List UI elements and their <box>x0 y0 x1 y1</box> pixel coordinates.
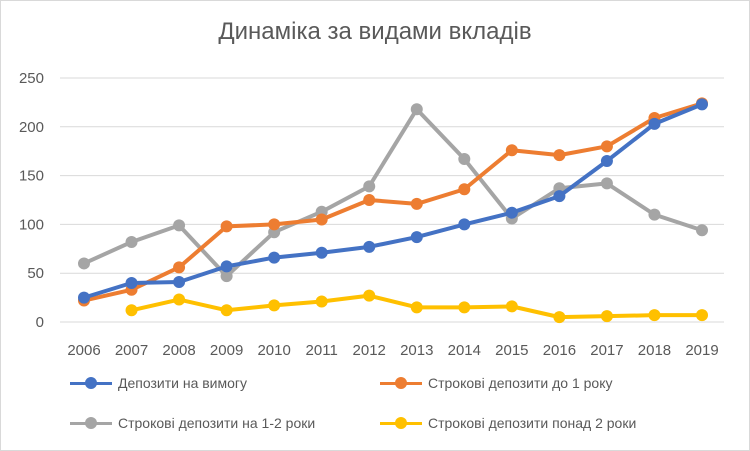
data-point-s2-2016 <box>553 149 566 162</box>
legend-swatch-icon <box>70 376 112 390</box>
legend-label: Строкові депозити понад 2 роки <box>428 415 637 431</box>
data-point-s3-2014 <box>458 153 471 166</box>
x-tick-label-2009: 2009 <box>210 342 243 359</box>
data-point-s1-2014 <box>458 218 471 231</box>
series-line-3 <box>82 107 704 279</box>
data-point-s3-2007 <box>125 235 138 248</box>
y-axis-tick-labels: 0 50 100 150 200 250 <box>19 70 44 331</box>
data-point-s1-2018 <box>648 117 661 130</box>
data-point-s4-2007 <box>125 304 138 317</box>
data-point-s4-2012 <box>363 289 376 302</box>
data-point-s1-2017 <box>600 154 613 167</box>
x-tick-label-2017: 2017 <box>590 342 623 359</box>
series-3 <box>78 103 708 283</box>
data-point-s4-2016 <box>553 311 566 324</box>
data-point-s3-2013 <box>410 103 423 116</box>
data-point-s1-2012 <box>363 240 376 253</box>
x-tick-label-2016: 2016 <box>543 342 576 359</box>
legend-item-term-deposits-1-2-years: Строкові депозити на 1-2 роки <box>70 412 315 434</box>
x-axis-tick-labels: 2006 2007 2008 2009 2010 2011 2012 2013 2014 2015… <box>67 342 718 359</box>
data-point-s1-2015 <box>505 206 518 219</box>
legend-swatch-icon <box>380 416 422 430</box>
data-point-s2-2009 <box>220 220 233 233</box>
x-tick-label-2018: 2018 <box>638 342 671 359</box>
legend-swatch-icon <box>380 376 422 390</box>
data-point-s1-2007 <box>125 276 138 289</box>
data-point-s4-2013 <box>410 301 423 314</box>
series-line-1 <box>82 102 704 300</box>
series-lines <box>78 97 708 324</box>
legend-item-term-deposits-under-1-year: Строкові депозити до 1 року <box>380 372 613 394</box>
y-tick-label-100: 100 <box>19 216 44 233</box>
y-tick-label-0: 0 <box>36 314 44 331</box>
data-point-s2-2015 <box>505 144 518 157</box>
data-point-s2-2008 <box>173 261 186 274</box>
data-point-s2-2013 <box>410 197 423 210</box>
x-tick-label-2013: 2013 <box>400 342 433 359</box>
data-point-s4-2014 <box>458 301 471 314</box>
data-point-s2-2017 <box>600 140 613 153</box>
data-point-s1-2010 <box>268 251 281 264</box>
data-point-s2-2012 <box>363 194 376 206</box>
chart-title: Динаміка за видами вкладів <box>218 18 532 45</box>
data-point-s4-2009 <box>220 304 233 317</box>
x-tick-label-2019: 2019 <box>685 342 718 359</box>
y-tick-label-50: 50 <box>27 265 44 282</box>
series-line-2 <box>82 101 704 303</box>
x-tick-label-2012: 2012 <box>353 342 386 359</box>
data-point-s4-2018 <box>648 309 661 322</box>
data-point-s2-2010 <box>268 218 281 231</box>
legend-label: Депозити на вимогу <box>118 375 248 391</box>
data-point-s4-2008 <box>173 293 186 306</box>
data-point-s3-2018 <box>648 208 661 221</box>
series-4 <box>125 289 708 324</box>
data-point-s3-2017 <box>600 177 613 190</box>
legend-label: Строкові депозити на 1-2 роки <box>118 415 316 431</box>
data-point-s2-2014 <box>458 183 471 196</box>
data-point-s3-2012 <box>363 180 376 193</box>
data-point-s4-2017 <box>600 310 613 323</box>
x-tick-label-2011: 2011 <box>306 342 338 359</box>
x-tick-label-2006: 2006 <box>67 342 100 359</box>
data-point-s1-2008 <box>173 275 186 288</box>
data-point-s3-2008 <box>173 219 186 232</box>
y-tick-label-150: 150 <box>19 168 44 185</box>
x-tick-label-2007: 2007 <box>115 342 148 359</box>
series-1 <box>78 98 708 304</box>
data-point-s1-2013 <box>410 231 423 244</box>
legend-item-term-deposits-over-2-years: Строкові депозити понад 2 роки <box>380 412 636 434</box>
data-point-s1-2019 <box>696 98 708 111</box>
data-point-s4-2019 <box>696 309 708 322</box>
legend-item-demand-deposits: Депозити на вимогу <box>70 372 247 394</box>
y-tick-label-250: 250 <box>19 70 44 87</box>
x-tick-label-2008: 2008 <box>162 342 195 359</box>
data-point-s1-2016 <box>553 190 566 203</box>
series-2 <box>78 97 708 307</box>
data-point-s3-2006 <box>78 257 90 270</box>
data-point-s2-2011 <box>315 213 328 226</box>
legend-label: Строкові депозити до 1 року <box>428 375 613 391</box>
y-tick-label-200: 200 <box>19 119 44 136</box>
data-point-s1-2006 <box>78 291 90 304</box>
legend-swatch-icon <box>70 416 112 430</box>
data-point-s1-2011 <box>315 246 328 259</box>
data-point-s3-2009 <box>220 270 233 283</box>
x-tick-label-2010: 2010 <box>257 342 290 359</box>
data-point-s3-2019 <box>696 224 708 237</box>
x-tick-label-2015: 2015 <box>495 342 528 359</box>
data-point-s4-2015 <box>505 300 518 313</box>
data-point-s4-2011 <box>315 295 328 308</box>
data-point-s1-2009 <box>220 260 233 273</box>
x-tick-label-2014: 2014 <box>448 342 481 359</box>
data-point-s4-2010 <box>268 299 281 312</box>
